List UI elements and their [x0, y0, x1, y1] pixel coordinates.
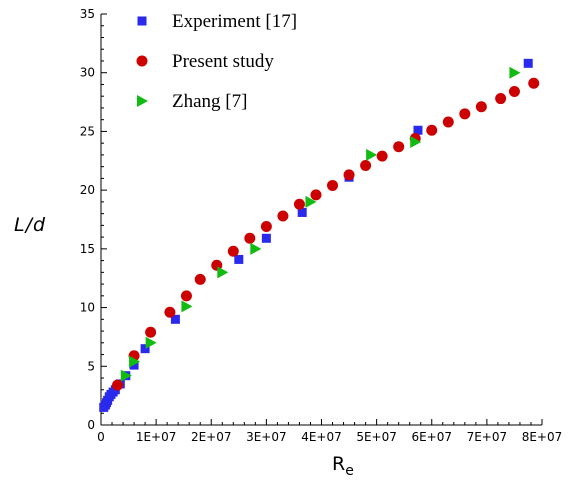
data-point-circle-marker [343, 169, 355, 181]
x-tick-label: 2E+07 [191, 430, 232, 444]
x-tick-label: 5E+07 [356, 430, 397, 444]
axes [100, 14, 542, 426]
x-tick-label: 0 [97, 430, 105, 444]
data-point-circle-marker [164, 306, 176, 318]
tick-labels: 0 1E+07 2E+07 3E+07 4E+07 5E+07 6E+07 7E+07 8E+0… [80, 7, 563, 444]
data-point-circle-marker [112, 379, 124, 391]
x-tick-label: 8E+07 [522, 430, 563, 444]
data-point-circle-marker [393, 141, 405, 153]
data-point-circle-marker [459, 108, 471, 120]
y-tick-label: 25 [80, 124, 95, 138]
x-axis-label-main: R [332, 453, 345, 475]
tick-marks [100, 13, 543, 426]
data-point-circle-marker [244, 232, 256, 244]
data-point-triangle-right-marker [509, 66, 521, 79]
legend-marker-square [137, 16, 147, 26]
y-tick-label: 30 [80, 66, 95, 80]
data-point-square-marker [129, 360, 139, 370]
x-tick-label: 1E+07 [136, 430, 177, 444]
data-point-circle-marker [180, 290, 192, 302]
x-tick-label: 4E+07 [301, 430, 342, 444]
data-point-triangle-right-marker [145, 336, 157, 349]
y-axis-label: L/d [14, 214, 46, 236]
legend: Experiment [17] Present study Zhang [7] [136, 11, 297, 112]
x-axis-label: Re [332, 453, 354, 479]
data-point-circle-marker [310, 189, 322, 201]
data-point-square-marker [170, 314, 180, 324]
data-point-triangle-right-marker [217, 266, 229, 279]
legend-marker-circle [136, 55, 148, 67]
data-point-circle-marker [227, 245, 239, 257]
legend-label: Zhang [7] [172, 91, 247, 112]
data-point-circle-marker [260, 221, 272, 233]
data-point-circle-marker [376, 150, 388, 162]
y-tick-label: 10 [80, 301, 95, 315]
data-point-triangle-right-marker [410, 135, 422, 148]
legend-label: Experiment [17] [172, 11, 297, 32]
data-point-circle-marker [327, 179, 339, 191]
data-markers [99, 58, 540, 412]
data-point-circle-marker [508, 86, 520, 98]
data-point-circle-marker [194, 273, 206, 285]
data-point-circle-marker [293, 198, 305, 210]
legend-marker-triangle-right [137, 95, 148, 107]
data-point-triangle-right-marker [305, 195, 317, 208]
data-point-triangle-right-marker [129, 355, 141, 368]
y-tick-label: 35 [80, 7, 95, 21]
data-point-triangle-right-marker [181, 300, 193, 313]
data-point-circle-marker [426, 124, 438, 136]
x-axis-label-subscript: e [345, 463, 354, 479]
x-tick-label: 7E+07 [467, 430, 508, 444]
data-point-square-marker [261, 233, 271, 243]
data-point-circle-marker [145, 326, 157, 338]
y-tick-label: 5 [87, 359, 95, 373]
data-point-square-marker [413, 125, 423, 135]
data-point-square-marker [140, 344, 150, 354]
y-tick-label: 0 [87, 418, 95, 432]
data-point-square-marker [234, 254, 244, 264]
data-point-circle-marker [495, 93, 507, 105]
data-point-circle-marker [277, 210, 289, 222]
x-tick-label: 6E+07 [411, 430, 452, 444]
data-point-triangle-right-marker [120, 369, 132, 382]
data-point-circle-marker [360, 159, 372, 171]
data-point-triangle-right-marker [250, 242, 262, 255]
data-point-square-marker [523, 58, 533, 68]
data-point-triangle-right-marker [366, 148, 378, 161]
data-point-circle-marker [475, 101, 487, 113]
data-point-circle-marker [442, 116, 454, 128]
x-tick-label: 3E+07 [246, 430, 287, 444]
data-point-square-marker [297, 207, 307, 217]
y-tick-label: 20 [80, 183, 95, 197]
legend-label: Present study [172, 51, 274, 72]
data-point-circle-marker [528, 77, 540, 89]
y-tick-label: 15 [80, 242, 95, 256]
